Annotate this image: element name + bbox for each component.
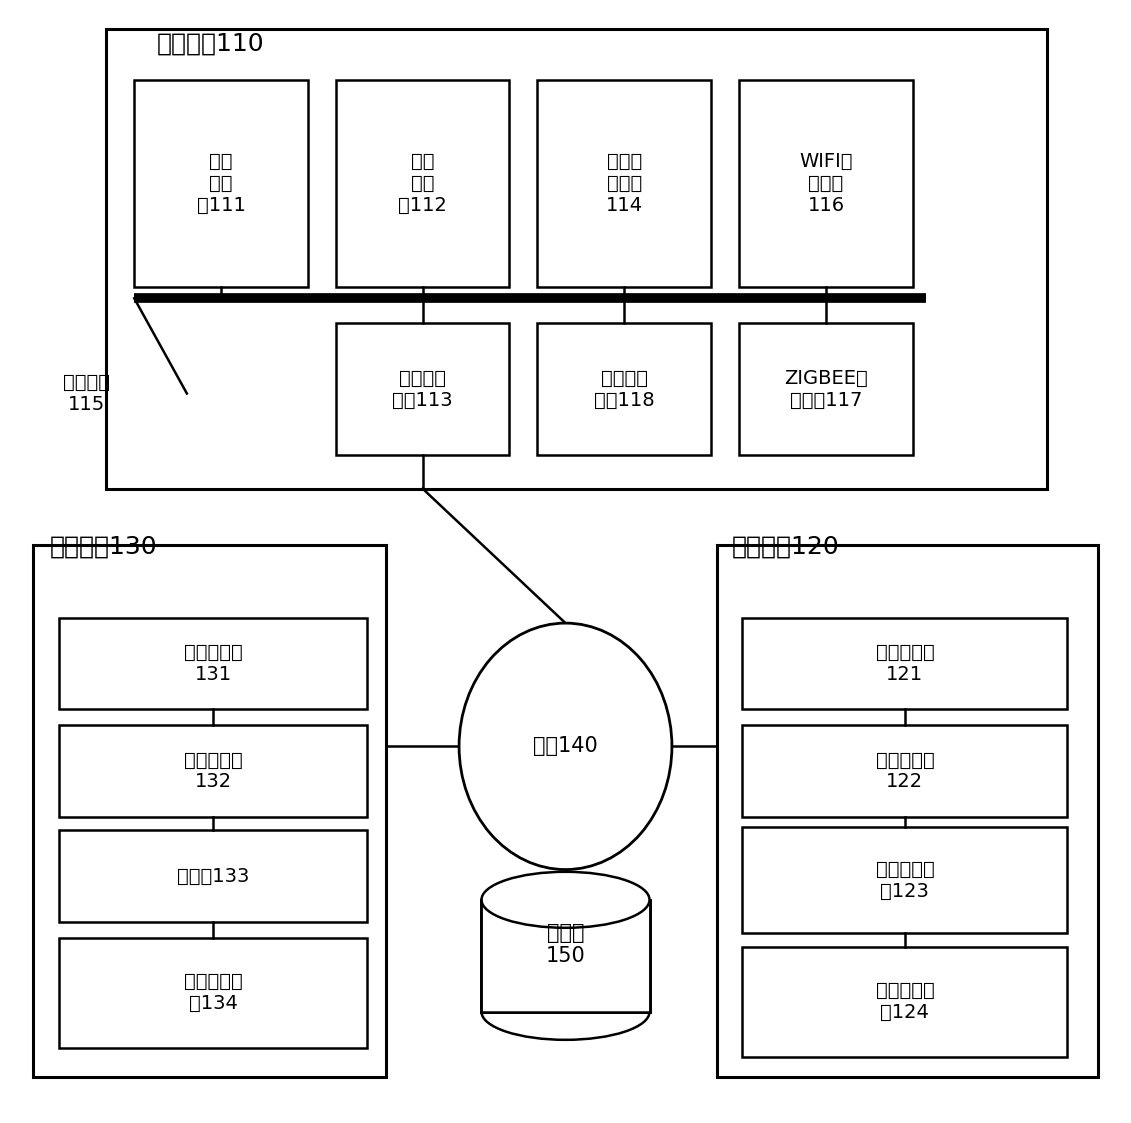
Text: 第二触控接
键124: 第二触控接 键124 xyxy=(875,982,934,1022)
Text: 第二接入设
备123: 第二接入设 备123 xyxy=(875,860,934,901)
Text: 网关设备110: 网关设备110 xyxy=(156,31,265,56)
Text: 家居设备120: 家居设备120 xyxy=(732,535,839,558)
Text: 数据库
150: 数据库 150 xyxy=(545,923,586,966)
Text: 蓝牙通信
装置118: 蓝牙通信 装置118 xyxy=(594,368,655,410)
Bar xyxy=(537,323,711,455)
Bar xyxy=(34,545,387,1077)
Bar xyxy=(742,618,1068,710)
Bar xyxy=(740,80,913,287)
Bar xyxy=(740,323,913,455)
Bar xyxy=(135,80,308,287)
Text: 第一
处理
器112: 第一 处理 器112 xyxy=(398,152,447,214)
Bar xyxy=(59,725,368,816)
Text: 第一接入
设备113: 第一接入 设备113 xyxy=(392,368,454,410)
Text: 第三处理器
132: 第三处理器 132 xyxy=(184,750,242,792)
Bar xyxy=(482,900,649,1012)
Bar xyxy=(106,29,1047,489)
Text: 第二处理器
122: 第二处理器 122 xyxy=(875,750,934,792)
Bar xyxy=(59,938,368,1048)
Bar xyxy=(59,830,368,922)
Bar xyxy=(537,80,711,287)
Text: 第一总线
115: 第一总线 115 xyxy=(62,373,110,414)
Text: 第一触
控按键
114: 第一触 控按键 114 xyxy=(606,152,642,214)
Text: 第二存储器
121: 第二存储器 121 xyxy=(875,643,934,684)
Bar xyxy=(336,323,509,455)
Text: 网络140: 网络140 xyxy=(533,737,598,756)
Bar xyxy=(336,80,509,287)
Ellipse shape xyxy=(482,871,649,928)
Text: 第一
存储
器111: 第一 存储 器111 xyxy=(197,152,245,214)
Bar xyxy=(59,618,368,710)
Bar xyxy=(742,827,1068,933)
Text: 第三存储器
131: 第三存储器 131 xyxy=(184,643,242,684)
Ellipse shape xyxy=(482,984,649,1040)
Ellipse shape xyxy=(459,623,672,869)
Bar xyxy=(742,725,1068,816)
Bar xyxy=(717,545,1097,1077)
Text: ZIGBEE通
信装置117: ZIGBEE通 信装置117 xyxy=(784,368,867,410)
Bar xyxy=(482,900,649,1012)
Bar xyxy=(742,947,1068,1057)
Text: WIFI通
信装置
116: WIFI通 信装置 116 xyxy=(800,152,853,214)
Text: 终端设备130: 终端设备130 xyxy=(50,535,158,558)
Text: 显示器133: 显示器133 xyxy=(178,867,249,886)
Text: 第三接入设
备134: 第三接入设 备134 xyxy=(184,973,242,1013)
